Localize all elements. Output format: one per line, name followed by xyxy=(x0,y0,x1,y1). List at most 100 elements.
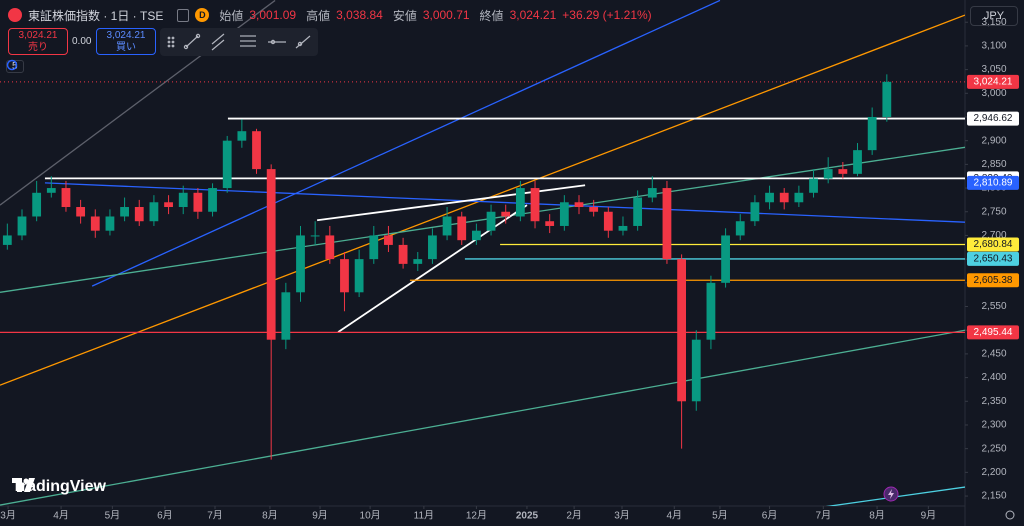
candle-body xyxy=(867,116,877,151)
y-tick-label: 2,400 xyxy=(981,372,1006,383)
candle-body xyxy=(457,216,467,241)
ohlc-label: 安値 xyxy=(392,8,417,23)
candle-body xyxy=(618,225,628,231)
sync-icon[interactable] xyxy=(6,59,18,71)
sell-price: 3,024.21 xyxy=(18,29,58,41)
drag-handle[interactable] xyxy=(167,36,175,48)
candle-body xyxy=(574,202,584,208)
price-label: 2,810.89 xyxy=(974,178,1013,189)
candle-body xyxy=(765,192,774,203)
x-tick-label: 8月 xyxy=(262,510,278,522)
channel-tool[interactable] xyxy=(211,33,225,51)
candle-body xyxy=(354,259,364,293)
x-tick-label: 5月 xyxy=(712,510,728,522)
candle-body xyxy=(633,197,643,226)
candle-body xyxy=(413,259,423,264)
y-tick-label: 3,100 xyxy=(981,41,1006,52)
y-tick-label: 2,550 xyxy=(981,301,1006,312)
x-tick-label: 3月 xyxy=(614,510,630,522)
indicators[interactable]: 5 xyxy=(6,59,24,73)
y-tick-label: 3,050 xyxy=(981,64,1006,75)
x-tick-label: 3月 xyxy=(0,510,16,522)
candle-body xyxy=(61,188,71,208)
ohlc-label: 高値 xyxy=(306,8,331,23)
toolbar-icons xyxy=(167,33,311,51)
x-tick-label: 7月 xyxy=(207,510,223,522)
flag-icon[interactable] xyxy=(177,8,190,22)
candle-body xyxy=(193,192,203,212)
price-label-box xyxy=(967,251,1019,266)
candle-body xyxy=(442,216,452,236)
symbol[interactable]: 東証株価指数 · 1日 · TSE xyxy=(28,8,164,23)
hline-tool[interactable] xyxy=(268,39,286,45)
candle-body xyxy=(515,188,525,217)
candle-body xyxy=(46,188,56,193)
candle-body xyxy=(428,235,437,260)
candle-body xyxy=(134,207,144,222)
candle-body xyxy=(398,244,408,264)
ohlc-label: 終値 xyxy=(479,8,504,23)
ray-tool[interactable] xyxy=(295,35,311,49)
settings-icon[interactable] xyxy=(1005,510,1015,520)
candle-body xyxy=(76,207,86,217)
candle-body xyxy=(281,292,291,340)
buy-label: 買い xyxy=(116,41,136,53)
y-tick-label: 2,150 xyxy=(981,491,1006,502)
symbol-logo xyxy=(8,8,22,22)
price-label-box xyxy=(967,175,1019,190)
drawing-line xyxy=(825,486,965,506)
price-label: 2,946.62 xyxy=(974,113,1013,124)
candle-body xyxy=(252,131,261,170)
y-tick-label: 2,250 xyxy=(981,443,1006,454)
price-label: 2,650.43 xyxy=(974,254,1013,265)
candle-body xyxy=(530,188,540,222)
x-tick-label: 5月 xyxy=(105,510,121,522)
y-tick-label: 2,850 xyxy=(981,159,1006,170)
y-tick-label: 2,300 xyxy=(981,420,1006,431)
candle-body xyxy=(603,211,613,231)
x-tick-label: 8月 xyxy=(869,510,885,522)
y-tick-label: 2,200 xyxy=(981,467,1006,478)
candle-body xyxy=(691,339,701,402)
indicator-count[interactable]: 5 xyxy=(6,59,24,73)
candle-body xyxy=(545,221,555,226)
price-label: 2,680.84 xyxy=(974,239,1013,250)
candle-body xyxy=(32,192,42,217)
brand-name: TradingView xyxy=(12,478,106,495)
sell-button[interactable]: 3,024.21 売り xyxy=(8,28,68,55)
header: 東証株価指数 · 1日 · TSE D 始値 3,001.09 高値 3,038.8… xyxy=(0,6,652,24)
drawing-toolbar xyxy=(160,28,318,56)
y-tick-label: 2,350 xyxy=(981,396,1006,407)
candle-body xyxy=(90,216,100,231)
candle-body xyxy=(120,207,129,217)
x-tick-label: 11月 xyxy=(414,510,434,522)
trendline-tool[interactable] xyxy=(183,33,201,50)
change: +36.29 (+1.21%) xyxy=(562,8,652,22)
price-label-box xyxy=(967,273,1019,288)
price-label: 2,495.44 xyxy=(974,327,1013,338)
candle-body xyxy=(105,216,115,231)
price-label: 3,024.21 xyxy=(974,76,1013,87)
ohlc-value: 3,000.71 xyxy=(422,8,470,22)
currency[interactable]: JPY xyxy=(970,6,1018,26)
candle-body xyxy=(340,259,349,293)
candle-body xyxy=(794,192,804,203)
candle-body xyxy=(823,169,833,179)
fib-tool[interactable] xyxy=(240,35,256,47)
brand: TradingView xyxy=(12,478,106,496)
sell-label: 売り xyxy=(28,41,48,53)
x-tick-label: 7月 xyxy=(816,510,832,522)
y-tick-label: 2,700 xyxy=(981,230,1006,241)
candle-body xyxy=(208,188,217,212)
candle-body xyxy=(486,211,496,231)
buy-button[interactable]: 3,024.21 買い xyxy=(96,28,156,55)
candle-body xyxy=(296,235,305,293)
price-label-box xyxy=(967,237,1019,252)
candle-body xyxy=(149,202,159,222)
candle-body xyxy=(882,81,892,117)
candle-body xyxy=(662,188,672,260)
candle-body xyxy=(369,235,379,260)
candle-body xyxy=(559,202,569,226)
candle-body xyxy=(501,211,511,217)
candle-body xyxy=(779,192,789,203)
